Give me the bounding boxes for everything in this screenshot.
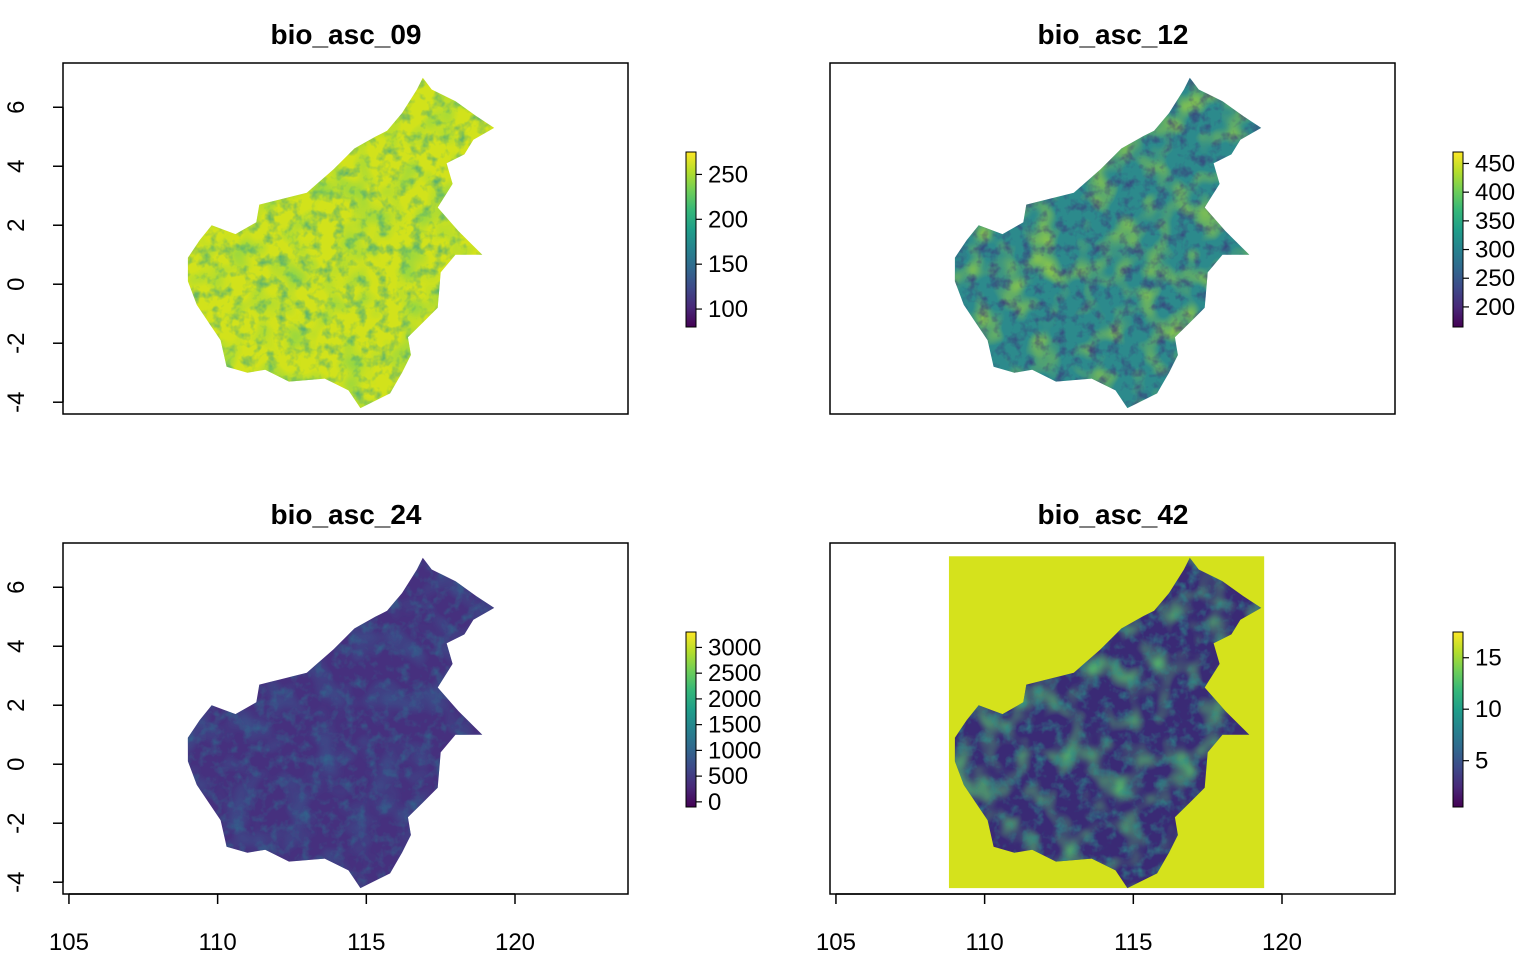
legend-colorbar	[1452, 151, 1464, 328]
legend-label: 300	[1475, 237, 1515, 264]
y-tick-label: -4	[3, 392, 30, 413]
x-tick-label: 105	[816, 929, 856, 956]
legend-colorbar	[685, 151, 697, 328]
x-tick-label: 115	[1114, 929, 1152, 956]
legend-label: 100	[708, 296, 748, 323]
raster-map	[948, 556, 1265, 889]
legend-label: 200	[1475, 294, 1515, 321]
y-tick-label: 6	[3, 581, 30, 594]
color-legend: 250 200 150 100	[685, 151, 748, 328]
y-tick-label: 0	[3, 278, 30, 291]
x-tick-label: 105	[49, 929, 89, 956]
legend-label: 250	[1475, 265, 1515, 292]
x-axis: 105 110 115 120	[816, 893, 1302, 956]
raster-map	[954, 77, 1262, 409]
y-tick-label: -2	[3, 333, 30, 354]
y-tick-label: -4	[3, 872, 30, 893]
legend-label: 2500	[708, 660, 761, 687]
raster-map	[187, 557, 495, 889]
panel-bio-asc-09: bio_asc_09 6 4 2 0 -2 -4 250 200 150 100	[3, 19, 748, 415]
legend-label: 0	[708, 789, 721, 816]
y-axis: 6 4 2 0 -2 -4	[3, 581, 64, 893]
legend-colorbar	[685, 631, 697, 808]
landmass-texture	[954, 77, 1262, 409]
legend-label: 15	[1475, 645, 1502, 672]
x-tick-label: 110	[965, 929, 1003, 956]
legend-label: 450	[1475, 150, 1515, 177]
panel-title: bio_asc_09	[271, 19, 422, 50]
x-axis: 105 110 115 120	[49, 893, 535, 956]
panel-title: bio_asc_42	[1038, 499, 1189, 530]
legend-label: 350	[1475, 208, 1515, 235]
y-tick-label: 2	[3, 699, 30, 712]
landmass-texture	[187, 77, 495, 409]
plot-frame	[829, 62, 1396, 415]
y-tick-label: -2	[3, 813, 30, 834]
panel-title: bio_asc_12	[1038, 19, 1189, 50]
x-tick-label: 120	[495, 929, 535, 956]
y-tick-label: 0	[3, 758, 30, 771]
x-tick-label: 115	[347, 929, 385, 956]
legend-label: 200	[708, 206, 748, 233]
legend-label: 2000	[708, 686, 761, 713]
y-tick-label: 4	[3, 160, 30, 173]
legend-colorbar	[1452, 631, 1464, 808]
panel-bio-asc-24: bio_asc_24 6 4 2 0 -2 -4 105 110 115 120 3000250…	[3, 499, 761, 956]
color-legend: 15 10 5	[1452, 631, 1502, 808]
y-axis: 6 4 2 0 -2 -4	[3, 101, 64, 413]
legend-label: 3000	[708, 634, 761, 661]
y-tick-label: 2	[3, 219, 30, 232]
legend-label: 10	[1475, 696, 1502, 723]
legend-label: 150	[708, 251, 748, 278]
y-tick-label: 6	[3, 101, 30, 114]
legend-label: 500	[708, 763, 748, 790]
x-tick-label: 120	[1262, 929, 1302, 956]
legend-label: 1500	[708, 712, 761, 739]
legend-label: 400	[1475, 179, 1515, 206]
x-tick-label: 110	[198, 929, 236, 956]
y-tick-label: 4	[3, 640, 30, 653]
legend-label: 5	[1475, 748, 1488, 775]
legend-label: 1000	[708, 737, 761, 764]
raster-map	[187, 77, 495, 409]
panel-title: bio_asc_24	[271, 499, 422, 530]
landmass-texture	[187, 557, 495, 889]
legend-label: 250	[708, 161, 748, 188]
